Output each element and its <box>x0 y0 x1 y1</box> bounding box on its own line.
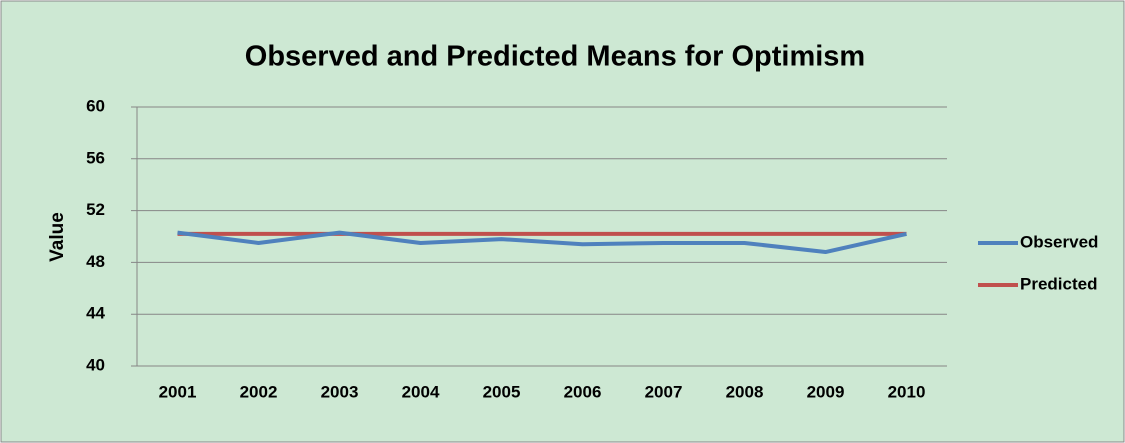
y-tick-label: 40 <box>86 355 105 374</box>
x-tick-label: 2005 <box>483 382 521 401</box>
y-axis-label: Value <box>47 212 68 262</box>
x-tick-label: 2010 <box>888 382 926 401</box>
y-tick-label: 44 <box>86 304 105 323</box>
x-tick-label: 2008 <box>726 382 764 401</box>
series-line <box>177 230 907 255</box>
x-tick-label: 2001 <box>159 382 197 401</box>
legend-label: Observed <box>1020 232 1098 251</box>
x-tick-label: 2002 <box>240 382 278 401</box>
x-tick-label: 2006 <box>564 382 602 401</box>
x-tick-label: 2004 <box>402 382 440 401</box>
x-tick-label: 2003 <box>321 382 359 401</box>
chart-title: Observed and Predicted Means for Optimis… <box>245 41 865 73</box>
y-tick-label: 56 <box>86 148 105 167</box>
legend-label: Predicted <box>1020 274 1097 293</box>
y-tick-label: 48 <box>86 252 105 271</box>
y-tick-label: 60 <box>86 96 105 115</box>
y-tick-label: 52 <box>86 200 105 219</box>
x-tick-label: 2009 <box>807 382 845 401</box>
x-tick-label: 2007 <box>645 382 683 401</box>
